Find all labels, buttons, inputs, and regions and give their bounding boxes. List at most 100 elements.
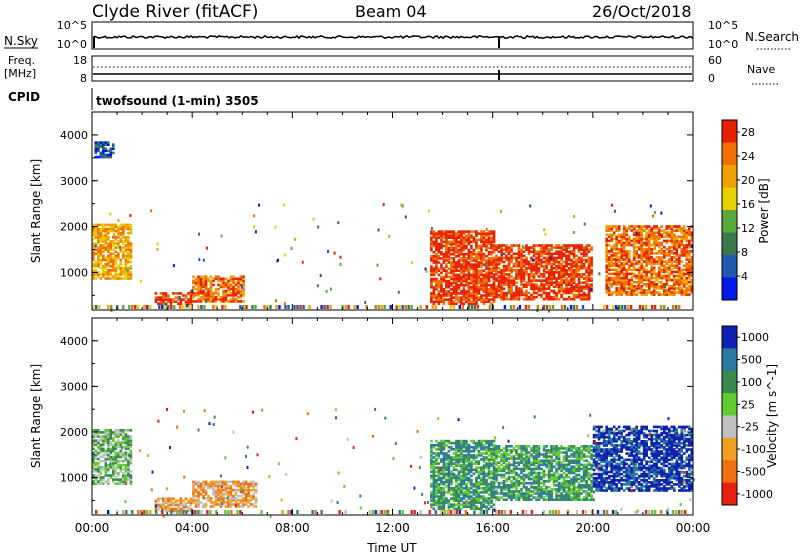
echo-cell (438, 452, 441, 455)
echo-cell (112, 143, 115, 146)
colorbar-tick-label: 16 (741, 198, 755, 211)
echo-cell (242, 275, 245, 278)
echo-cell (495, 445, 498, 448)
echo-cell (520, 488, 523, 491)
echo-cell (653, 258, 656, 261)
echo-cell (663, 260, 666, 263)
echo-cell (97, 452, 100, 455)
echo-cell (585, 294, 588, 297)
echo-cell (573, 286, 576, 289)
echo-cell (655, 256, 658, 259)
echo-cell (222, 489, 225, 492)
echo-cell (535, 257, 538, 260)
echo-cell (633, 225, 636, 228)
echo-cell (220, 296, 223, 299)
echo-cell (645, 283, 648, 286)
echo-cell (381, 305, 383, 309)
echo-cell (681, 248, 684, 251)
freq-left-tick-bottom: 8 (80, 72, 87, 85)
echo-cell (443, 267, 446, 270)
echo-cell (480, 491, 483, 494)
echo-cell (105, 480, 108, 483)
echo-cell (463, 454, 466, 457)
echo-cell (129, 214, 131, 217)
echo-cell (660, 229, 663, 232)
echo-cell (470, 491, 473, 494)
echo-cell (565, 298, 568, 301)
echo-cell (565, 255, 568, 258)
echo-cell (122, 464, 125, 467)
echo-cell (628, 273, 631, 276)
echo-cell (663, 264, 666, 267)
echo-cell (235, 489, 238, 492)
echo-cell (458, 241, 461, 244)
echo-cell (450, 282, 453, 285)
echo-cell (192, 280, 195, 283)
echo-cell (500, 269, 503, 272)
echo-cell (192, 481, 195, 484)
echo-cell (625, 238, 628, 241)
echo-cell (202, 503, 205, 506)
echo-cell (195, 288, 198, 291)
echo-cell (681, 287, 684, 290)
echo-cell (110, 429, 113, 432)
echo-cell (643, 260, 646, 263)
echo-cell (440, 230, 443, 233)
echo-cell (230, 298, 233, 301)
echo-cell (215, 481, 218, 484)
echo-cell (508, 273, 511, 276)
echo-cell (463, 253, 466, 256)
echo-cell (125, 429, 128, 432)
echo-cell (475, 460, 478, 463)
echo-cell (573, 215, 575, 218)
echo-cell (503, 253, 506, 256)
y-tick-label: 3000 (60, 175, 88, 188)
echo-cell (470, 251, 473, 254)
echo-cell (122, 460, 125, 463)
echo-cell (623, 225, 626, 228)
echo-cell (523, 453, 526, 456)
echo-cell (458, 274, 461, 277)
echo-cell (488, 251, 491, 254)
echo-cell (583, 273, 586, 276)
echo-cell (473, 249, 476, 252)
echo-cell (490, 448, 493, 451)
echo-cell (520, 482, 523, 485)
echo-cell (122, 224, 125, 227)
echo-cell (107, 464, 110, 467)
echo-cell (207, 495, 210, 498)
echo-cell (505, 277, 508, 280)
echo-cell (613, 291, 616, 294)
echo-cell (648, 271, 651, 274)
echo-cell (553, 281, 556, 284)
echo-region (95, 141, 115, 158)
echo-cell (217, 288, 220, 291)
echo-cell (475, 477, 478, 480)
echo-cell (180, 508, 183, 511)
echo-cell (120, 224, 123, 227)
echo-cell (443, 276, 446, 279)
echo-cell (688, 250, 691, 253)
colorbar-tick-label: 8 (741, 246, 748, 259)
echo-cell (107, 478, 110, 481)
echo-cell (532, 259, 534, 262)
echo-cell (610, 283, 613, 286)
echo-cell (258, 204, 260, 207)
echo-cell (115, 476, 118, 479)
echo-cell (475, 442, 478, 445)
echo-cell (543, 261, 546, 264)
echo-cell (473, 257, 476, 260)
echo-cell (515, 449, 518, 452)
echo-cell (440, 294, 443, 297)
echo-cell (545, 244, 548, 247)
echo-cell (102, 265, 105, 268)
echo-cell (97, 228, 100, 231)
echo-cell (558, 261, 561, 264)
echo-cell (668, 264, 671, 267)
echo-cell (588, 244, 591, 247)
echo-cell (195, 495, 198, 498)
echo-cell (672, 305, 674, 309)
echo-cell (433, 255, 436, 258)
echo-cell (630, 229, 633, 232)
echo-cell (495, 255, 498, 258)
